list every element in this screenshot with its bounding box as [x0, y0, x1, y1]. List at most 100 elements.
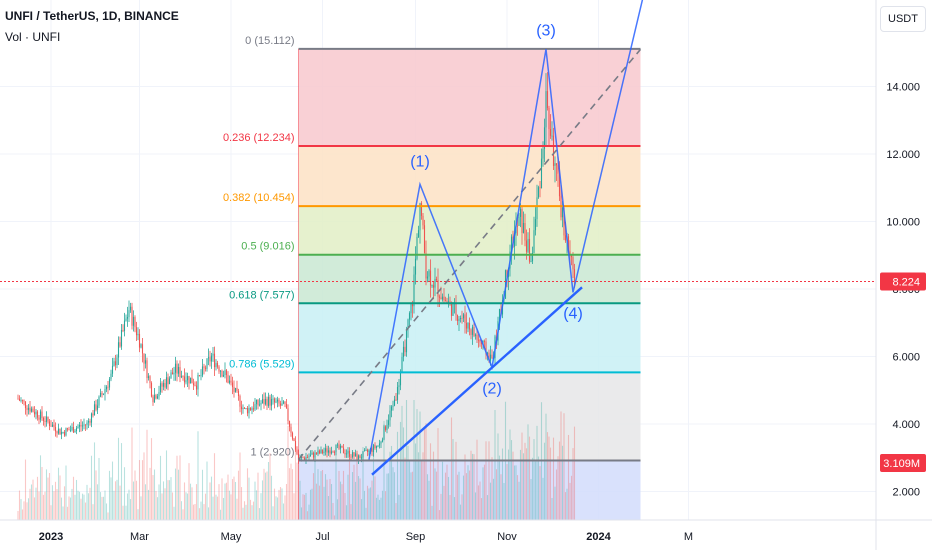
- candle-body: [305, 457, 307, 460]
- candle-body: [80, 424, 82, 427]
- volume-bar: [80, 498, 82, 520]
- candle-body: [338, 444, 340, 449]
- symbol-title[interactable]: UNFI / TetherUS, 1D, BINANCE: [5, 9, 179, 23]
- volume-bar: [129, 499, 132, 520]
- volume-bar: [104, 490, 106, 520]
- candle-body: [431, 285, 433, 287]
- volume-bar: [222, 497, 225, 520]
- candle-body: [146, 360, 148, 379]
- volume-bar: [414, 443, 417, 520]
- volume-bar: [17, 510, 19, 520]
- candle-body: [479, 340, 481, 343]
- candle-body: [167, 377, 169, 385]
- candle-body: [194, 385, 196, 386]
- candle-body: [81, 425, 84, 427]
- candle-body: [89, 421, 91, 423]
- volume-bar: [453, 497, 456, 520]
- volume-bar: [396, 431, 399, 520]
- candle-body: [204, 367, 207, 369]
- volume-bar: [251, 505, 253, 520]
- x-tick-label: 2024: [586, 531, 611, 543]
- candle-body: [47, 416, 49, 422]
- candle-body: [45, 416, 48, 422]
- volume-bar: [362, 447, 364, 520]
- volume-bar: [240, 487, 243, 520]
- candle-body: [351, 452, 354, 458]
- candle-body: [254, 404, 256, 410]
- volume-bar: [270, 475, 273, 520]
- candle-body: [147, 376, 150, 379]
- volume-bar: [546, 432, 549, 520]
- volume-bar: [158, 484, 160, 520]
- volume-bar: [342, 470, 345, 520]
- candle-body: [443, 296, 445, 301]
- volume-bar: [218, 484, 220, 520]
- candle-body: [174, 363, 177, 373]
- candle-body: [263, 399, 265, 405]
- candle-body: [527, 238, 529, 252]
- candle-body: [444, 300, 447, 301]
- volume-bar: [188, 463, 190, 520]
- candle-body: [326, 448, 328, 453]
- volume-bar: [33, 497, 36, 520]
- candle-body: [389, 410, 391, 421]
- volume-bar: [509, 429, 511, 520]
- candle-body: [234, 387, 237, 393]
- candle-body: [510, 236, 513, 252]
- volume-bar: [366, 485, 369, 520]
- volume-bar: [500, 474, 502, 520]
- candle-body: [491, 354, 493, 359]
- volume-bar: [92, 504, 94, 520]
- candle-body: [564, 235, 567, 241]
- volume-bar: [83, 494, 85, 520]
- candle-body: [540, 158, 543, 189]
- fib-zone-1: [298, 460, 641, 520]
- volume-bar: [525, 448, 528, 520]
- last-volume-badge: [880, 454, 926, 472]
- candle-body: [390, 406, 393, 411]
- candle-body: [114, 361, 117, 366]
- volume-bar: [242, 507, 244, 520]
- volume-bar: [420, 459, 423, 520]
- volume-bar: [95, 470, 97, 520]
- candle-body: [438, 296, 441, 298]
- volume-bar: [144, 484, 147, 520]
- volume-bar: [162, 481, 165, 520]
- candle-body: [87, 421, 90, 423]
- x-tick-label: Nov: [497, 531, 517, 543]
- candle-body: [278, 399, 280, 404]
- volume-bar: [71, 488, 73, 520]
- volume-bar: [368, 488, 370, 520]
- volume-indicator-label[interactable]: Vol · UNFI: [5, 30, 61, 44]
- last-volume-text: 3.109M: [883, 458, 920, 470]
- candle-body: [191, 377, 193, 384]
- candle-body: [258, 404, 261, 406]
- volume-bar: [539, 466, 541, 520]
- volume-bar: [518, 481, 520, 520]
- x-tick-label: Mar: [130, 531, 149, 543]
- candle-body: [516, 225, 519, 227]
- candle-body: [209, 357, 211, 362]
- fib-label-1: 1 (2.920): [250, 447, 294, 459]
- candle-body: [44, 420, 46, 422]
- candle-body: [573, 269, 576, 282]
- volume-bar: [228, 490, 231, 520]
- candle-body: [429, 270, 432, 286]
- candle-body: [99, 392, 102, 397]
- volume-bar: [159, 455, 162, 520]
- candle-body: [380, 441, 382, 444]
- fib-label-0.618: 0.618 (7.577): [229, 289, 294, 301]
- volume-bar: [426, 474, 429, 520]
- volume-bar: [131, 427, 133, 520]
- candle-body: [323, 451, 325, 454]
- volume-bar: [293, 493, 295, 520]
- candle-body: [378, 443, 381, 446]
- currency-button[interactable]: USDT: [880, 6, 926, 32]
- volume-bar: [282, 503, 285, 520]
- volume-bar: [150, 438, 153, 520]
- candle-body: [32, 408, 34, 412]
- volume-bar: [120, 443, 123, 520]
- volume-bar: [138, 460, 141, 520]
- candle-body: [56, 431, 58, 434]
